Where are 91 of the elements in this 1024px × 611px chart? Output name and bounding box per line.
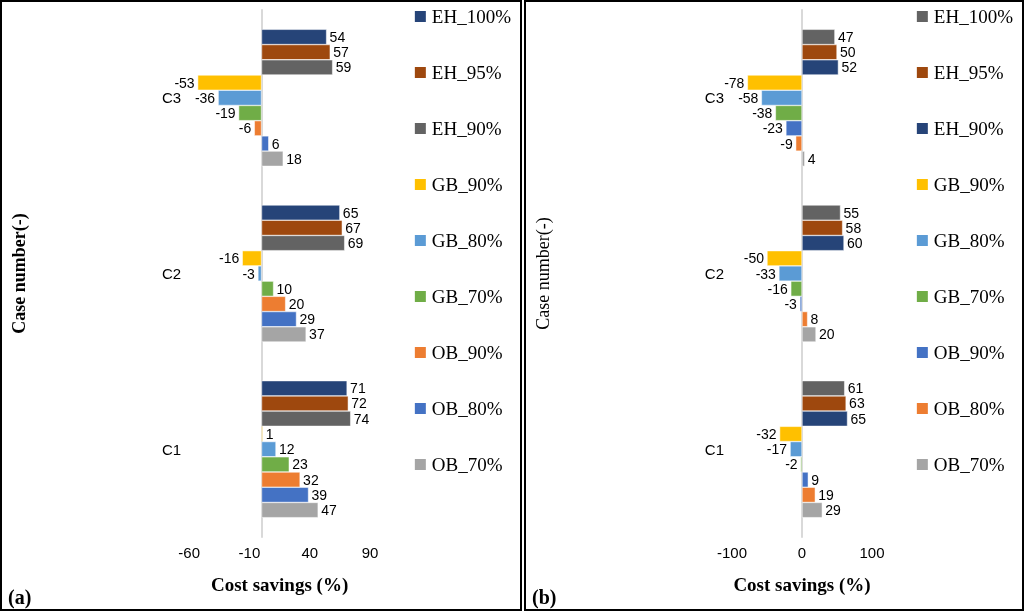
data-label: 50 [840,44,856,61]
legend-label: EH_95% [933,62,1004,83]
data-label: 12 [278,441,295,458]
x-tick-label: -10 [238,544,261,561]
data-label: -23 [762,120,784,137]
data-label: 54 [329,28,346,45]
data-label: -33 [755,265,777,282]
data-label: 32 [303,471,319,488]
legend-label: OB_90% [431,342,503,363]
text: (a) [8,586,32,609]
data-label: -17 [766,441,788,458]
data-label: -3 [784,295,798,312]
data-label: 52 [841,59,858,76]
data-label: -38 [752,105,773,122]
data-label: 72 [351,395,368,412]
y-tick-label: C2 [162,265,182,282]
data-label: 23 [292,456,309,473]
data-label: 18 [286,150,302,167]
x-tick-label: 90 [361,544,379,561]
x-axis-title: Cost savings (%) [733,574,871,596]
legend-label: GB_70% [933,286,1005,307]
data-label: -3 [242,265,256,282]
data-label: 19 [818,486,835,503]
data-label: -50 [743,250,765,267]
legend-label: EH_90% [933,118,1004,139]
x-tick-label: -100 [716,544,748,561]
y-tick-label: C1 [704,440,724,458]
data-label: 9 [811,471,820,488]
x-axis-title: Cost savings (%) [210,574,349,596]
data-label: 69 [347,235,364,252]
legend-label: EH_100% [933,6,1014,27]
x-tick-label: -60 [178,544,201,561]
legend-label: EH_95% [431,62,502,83]
y-axis-title: Case number(-) [533,217,554,330]
y-axis-title: Case number(-) [9,213,30,334]
legend-label: OB_70% [933,454,1005,475]
data-label: 59 [335,59,352,76]
y-tick-label: C2 [704,265,724,282]
data-label: 10 [276,280,293,297]
legend-label: OB_80% [431,398,503,419]
y-tick-label: C3 [704,89,724,107]
data-label: 63 [849,395,865,412]
data-label: 39 [311,486,328,503]
x-tick-label: 100 [859,544,885,561]
data-label: 65 [850,410,867,427]
data-label: -53 [174,74,195,91]
data-label: -16 [767,280,789,297]
data-label: 20 [288,295,305,312]
data-label: 60 [847,235,863,252]
legend-label: OB_70% [431,454,503,475]
data-label: 74 [353,410,370,427]
data-label: -6 [238,120,252,137]
data-label: -32 [756,425,777,442]
y-tick-label: C1 [162,440,182,458]
data-label: 47 [837,28,854,45]
data-label: 37 [309,326,325,343]
data-label: -36 [194,89,216,106]
data-label: 57 [333,44,350,61]
x-tick-label: 40 [301,544,319,561]
data-label: -19 [215,105,236,122]
data-label: -9 [780,135,793,152]
data-label: -78 [724,74,745,91]
data-label: 47 [321,502,337,519]
data-label: 6 [271,135,280,152]
data-label: -2 [785,456,798,473]
data-label: 29 [299,311,316,328]
legend-label: OB_90% [933,342,1005,363]
legend-label: GB_90% [431,174,503,195]
data-label: -16 [219,250,240,267]
data-label: 29 [825,502,842,519]
data-label: 8 [810,311,819,328]
legend-label: GB_80% [933,230,1005,251]
legend-label: EH_90% [431,118,502,139]
legend-label: GB_80% [431,230,503,251]
y-tick-label: C3 [162,89,182,107]
data-label: 58 [845,219,862,236]
data-label: 20 [819,326,835,343]
text: (b) [532,586,557,609]
legend-label: GB_90% [933,174,1005,195]
data-label: 4 [807,150,816,167]
data-label: -58 [738,89,759,106]
data-label: 67 [345,219,362,236]
legend-label: OB_80% [933,398,1005,419]
data-label: 55 [843,204,860,221]
data-label: 71 [350,380,366,397]
data-label: 61 [847,380,864,397]
data-label: 65 [342,204,359,221]
legend-label: EH_100% [431,6,512,27]
legend-label: GB_70% [431,286,503,307]
x-tick-label: 0 [797,544,807,561]
data-label: 1 [265,425,274,442]
